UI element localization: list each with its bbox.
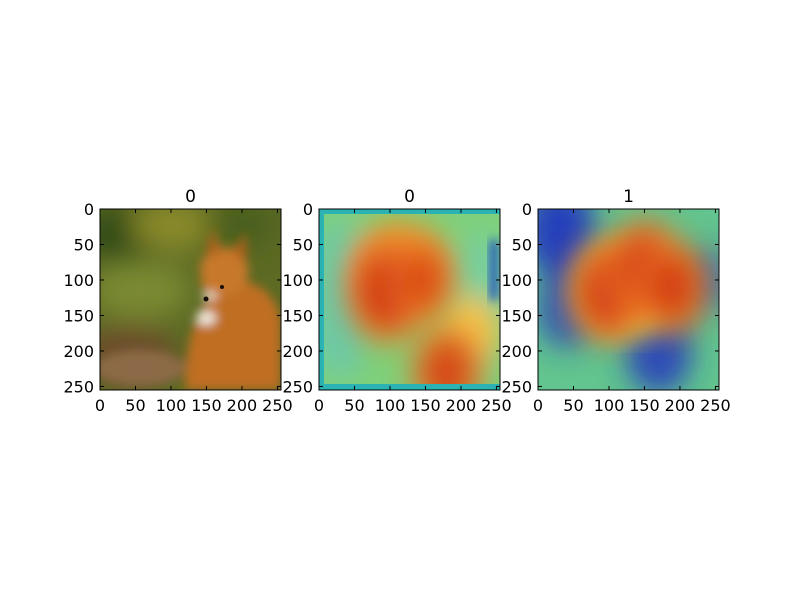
x-tick-label: 0 bbox=[95, 396, 105, 415]
x-tick-label: 100 bbox=[594, 396, 625, 415]
y-tick-label: 100 bbox=[282, 271, 313, 290]
y-tick-label: 0 bbox=[303, 200, 313, 219]
subplot-3-y-ticks: 0 50 100 150 200 250 bbox=[501, 200, 719, 396]
y-tick-label: 50 bbox=[512, 235, 532, 254]
subplot-2-x-ticks: 0 50 100 150 200 250 bbox=[314, 209, 512, 415]
x-tick-label: 250 bbox=[262, 396, 293, 415]
y-tick-label: 200 bbox=[282, 342, 313, 361]
heat-hotspot-core bbox=[400, 250, 444, 309]
y-tick-label: 0 bbox=[84, 200, 94, 219]
subplot-1: 0 0 50 100 150 200 250 05 bbox=[63, 187, 292, 415]
y-tick-label: 250 bbox=[501, 377, 532, 396]
y-tick-label: 100 bbox=[501, 271, 532, 290]
subplot-2-title: 0 bbox=[404, 187, 415, 207]
x-tick-label: 200 bbox=[446, 396, 477, 415]
heat-hotspot-core bbox=[422, 340, 471, 390]
x-tick-label: 250 bbox=[481, 396, 512, 415]
subplot-3-x-ticks: 0 50 100 150 200 250 bbox=[533, 209, 731, 415]
heat-hotspot-core bbox=[647, 253, 698, 321]
x-tick-label: 50 bbox=[125, 396, 145, 415]
y-tick-label: 50 bbox=[74, 235, 94, 254]
x-tick-label: 150 bbox=[629, 396, 660, 415]
x-tick-label: 0 bbox=[533, 396, 543, 415]
fox-photo bbox=[100, 209, 281, 390]
subplot-1-title: 0 bbox=[185, 187, 196, 207]
x-tick-label: 250 bbox=[700, 396, 731, 415]
subplot-2-y-ticks: 0 50 100 150 200 250 bbox=[282, 200, 500, 396]
y-tick-label: 100 bbox=[63, 271, 94, 290]
y-tick-label: 0 bbox=[522, 200, 532, 219]
heatmap-overlay-3 bbox=[538, 209, 719, 390]
x-tick-label: 100 bbox=[375, 396, 406, 415]
x-tick-label: 100 bbox=[156, 396, 187, 415]
subplot-1-x-ticks: 0 50 100 150 200 250 bbox=[95, 209, 293, 415]
x-tick-label: 50 bbox=[344, 396, 364, 415]
y-tick-label: 200 bbox=[63, 342, 94, 361]
x-tick-label: 50 bbox=[563, 396, 583, 415]
y-tick-label: 50 bbox=[293, 235, 313, 254]
subplot-1-y-ticks: 0 50 100 150 200 250 bbox=[63, 200, 281, 396]
heatmap-overlay-2 bbox=[319, 209, 500, 390]
x-tick-label: 200 bbox=[665, 396, 696, 415]
y-tick-label: 150 bbox=[63, 306, 94, 325]
x-tick-label: 0 bbox=[314, 396, 324, 415]
subplot-3-title: 1 bbox=[623, 187, 634, 207]
x-tick-label: 200 bbox=[227, 396, 258, 415]
x-tick-label: 150 bbox=[410, 396, 441, 415]
y-tick-label: 250 bbox=[282, 377, 313, 396]
y-tick-label: 150 bbox=[501, 306, 532, 325]
y-tick-label: 250 bbox=[63, 377, 94, 396]
y-tick-label: 150 bbox=[282, 306, 313, 325]
x-tick-label: 150 bbox=[191, 396, 222, 415]
y-tick-label: 200 bbox=[501, 342, 532, 361]
